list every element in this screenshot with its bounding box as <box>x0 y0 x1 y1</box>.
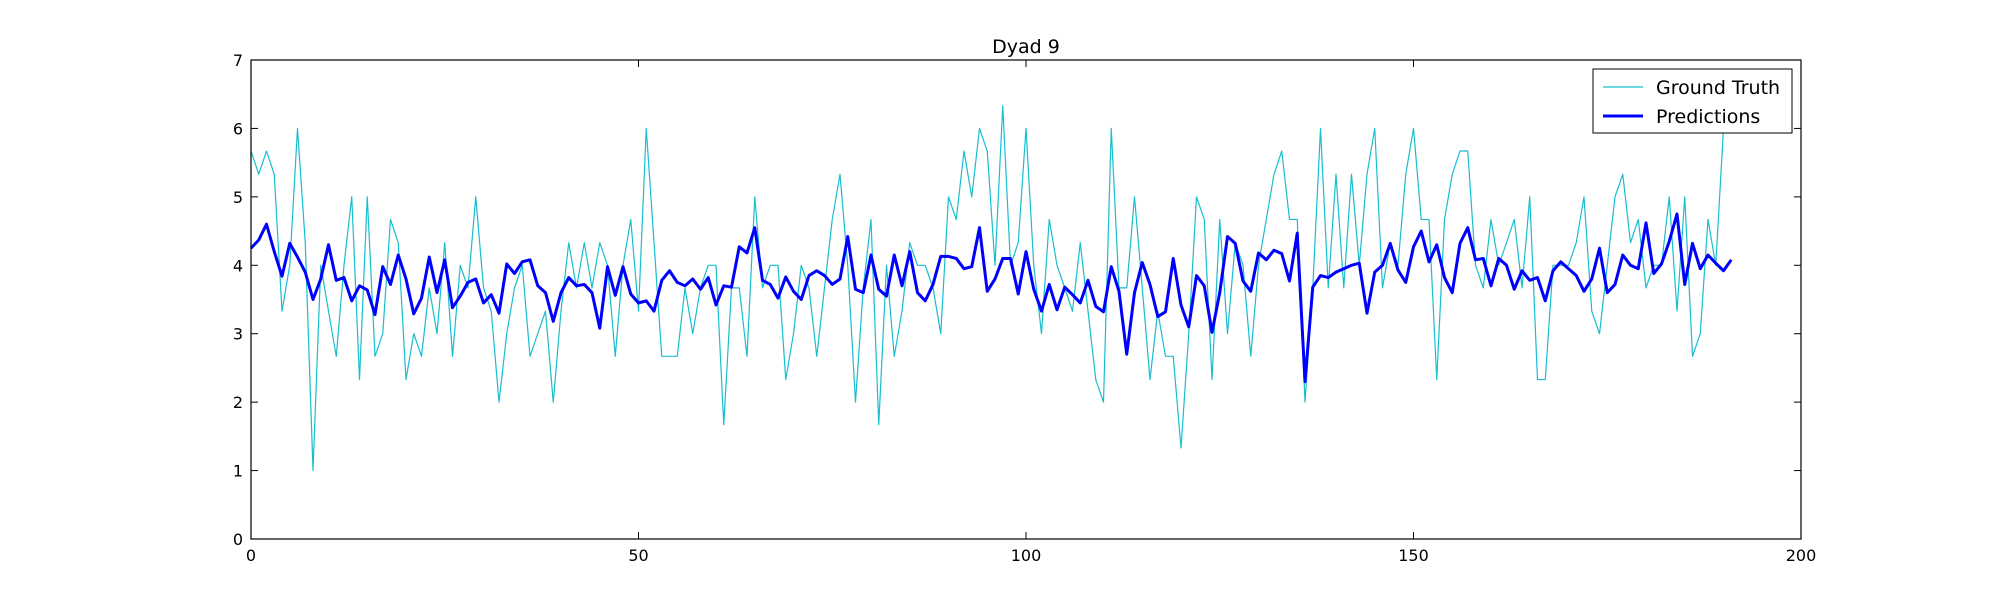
x-tick-label: 50 <box>628 546 648 565</box>
legend-box <box>1592 68 1793 134</box>
x-tick-label: 0 <box>246 546 256 565</box>
series-layer <box>249 105 1733 472</box>
x-tick-label: 100 <box>1011 546 1042 565</box>
y-tick-label: 2 <box>233 393 243 412</box>
legend-label-1: Ground Truth <box>1656 77 1780 99</box>
y-tick-label: 4 <box>233 256 243 275</box>
y-tick-label: 1 <box>233 462 243 481</box>
legend: Ground Truth Predictions <box>1592 68 1793 134</box>
series-line-1 <box>250 105 1725 472</box>
legend-label-2: Predictions <box>1656 106 1760 128</box>
y-tick-label: 0 <box>233 530 243 549</box>
y-tick-label: 6 <box>233 119 243 138</box>
y-tick-label: 3 <box>233 325 243 344</box>
x-tick-label: 150 <box>1398 546 1429 565</box>
x-tick-label: 200 <box>1786 546 1817 565</box>
y-tick-label: 5 <box>233 188 243 207</box>
y-tick-label: 7 <box>233 51 243 70</box>
series-line-2 <box>249 212 1733 384</box>
chart-title: Dyad 9 <box>992 36 1060 58</box>
axes-layer: 0 50 100 150 200 0 1 2 3 4 5 6 7 <box>233 51 1816 565</box>
